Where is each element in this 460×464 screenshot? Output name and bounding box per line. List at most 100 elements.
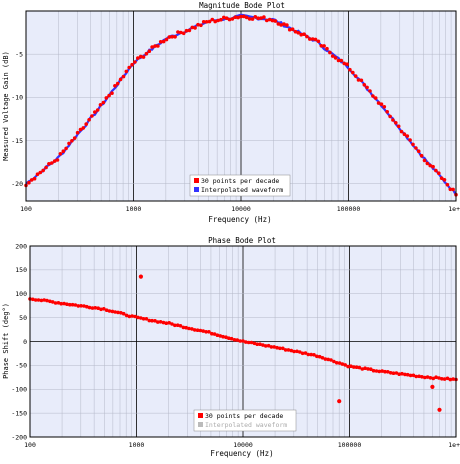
ph-data-point xyxy=(417,374,421,379)
ph-data-point xyxy=(298,350,302,354)
ph-data-point xyxy=(198,328,203,333)
ph-data-point xyxy=(451,377,456,381)
mag-data-point xyxy=(75,130,80,135)
mag-data-point xyxy=(362,83,367,87)
mag-data-point xyxy=(173,35,177,39)
ph-data-point xyxy=(360,367,365,371)
ph-y-tick-label: 100 xyxy=(15,290,27,298)
mag-data-point xyxy=(342,61,347,66)
ph-data-point xyxy=(266,343,271,348)
phase-y-ticks: 200 150 100 50 0 -50 -100 -150 -200 xyxy=(11,242,27,441)
ph-data-point xyxy=(102,307,106,311)
mag-data-point xyxy=(282,22,286,26)
ph-y-tick-label: -50 xyxy=(15,362,27,370)
ph-data-point xyxy=(306,352,311,357)
mag-data-point xyxy=(224,16,229,21)
mag-data-point xyxy=(141,55,146,59)
ph-data-point xyxy=(31,297,35,302)
mag-data-point xyxy=(405,134,410,138)
mag-data-point xyxy=(242,14,246,19)
ph-data-point xyxy=(337,361,342,365)
mag-data-point xyxy=(124,69,129,74)
ph-x-tick-label: 100 xyxy=(24,441,36,449)
magnitude-chart: Magnitude Bode Plot -5-10-15-20 100 1000 1… xyxy=(2,1,460,224)
mag-data-point xyxy=(239,14,243,19)
ph-data-point xyxy=(96,306,100,311)
ph-data-point xyxy=(383,369,387,374)
ph-data-point xyxy=(366,367,370,371)
ph-data-point xyxy=(113,310,117,314)
mag-data-point xyxy=(98,103,103,107)
ph-data-point xyxy=(258,342,262,347)
mag-data-point xyxy=(136,56,140,60)
mag-data-point xyxy=(158,40,163,44)
ph-data-point xyxy=(93,306,98,310)
mag-data-point xyxy=(41,168,45,173)
mag-data-point xyxy=(222,15,226,20)
ph-data-point xyxy=(349,364,353,369)
mag-data-point xyxy=(345,62,349,66)
ph-data-point xyxy=(352,365,356,369)
ph-data-point xyxy=(181,325,186,330)
mag-data-point xyxy=(442,178,447,182)
mag-data-point xyxy=(50,161,54,165)
ph-data-point xyxy=(121,311,126,316)
ph-data-point xyxy=(340,362,345,366)
mag-data-point xyxy=(210,17,215,22)
ph-data-point xyxy=(187,326,191,331)
mag-data-point xyxy=(371,94,375,98)
mag-data-point xyxy=(437,171,441,175)
mag-data-point xyxy=(265,18,269,23)
ph-data-point xyxy=(252,341,257,346)
mag-data-point xyxy=(110,91,114,95)
ph-data-point xyxy=(161,320,166,325)
phase-x-ticks: 100 1000 10000 100000 1e+ xyxy=(24,441,460,449)
ph-data-point xyxy=(153,319,157,323)
ph-data-point xyxy=(141,317,146,321)
mag-data-point xyxy=(130,62,134,67)
mag-data-point xyxy=(394,121,398,125)
ph-data-point xyxy=(221,334,225,339)
ph-data-point xyxy=(309,352,314,357)
mag-data-point xyxy=(402,132,407,136)
ph-data-point xyxy=(363,366,367,371)
magnitude-legend: 30 points per decade Interpolated wavefo… xyxy=(189,174,291,197)
ph-x-tick-label: 1e+ xyxy=(448,441,460,449)
ph-data-point xyxy=(39,298,44,303)
phase-legend: 30 points per decade Interpolated wavefo… xyxy=(193,409,297,432)
mag-data-point xyxy=(133,60,137,64)
mag-data-point xyxy=(213,19,217,24)
ph-data-point xyxy=(224,335,228,340)
phase-chart: Phase Bode Plot 200 150 100 50 0 -50 -100 -150 -… xyxy=(2,236,460,458)
ph-data-point xyxy=(388,371,393,375)
ph-data-point xyxy=(53,301,58,305)
ph-data-point xyxy=(408,373,413,378)
phase-legend-swatch-series-1 xyxy=(198,413,203,418)
ph-data-point xyxy=(210,331,214,336)
ph-data-point xyxy=(405,372,410,377)
ph-data-point xyxy=(207,330,211,334)
mag-data-point xyxy=(316,39,321,44)
mag-x-tick-label: 100 xyxy=(20,205,32,213)
mag-data-point xyxy=(153,44,157,48)
mag-data-point xyxy=(396,124,401,129)
mag-data-point xyxy=(319,44,324,48)
mag-data-point xyxy=(181,31,186,36)
mag-data-point xyxy=(296,31,301,35)
mag-y-tick-label: -5 xyxy=(15,50,23,58)
ph-data-point xyxy=(246,340,251,345)
ph-x-tick-label: 100000 xyxy=(338,441,362,449)
ph-data-point xyxy=(110,309,115,314)
mag-data-point xyxy=(230,17,235,21)
mag-data-point xyxy=(236,15,240,20)
magnitude-legend-box xyxy=(189,174,291,197)
mag-data-point xyxy=(32,176,37,181)
mag-data-point xyxy=(67,141,71,146)
ph-data-point xyxy=(127,314,132,319)
ph-data-point xyxy=(136,315,140,320)
ph-data-point xyxy=(227,336,231,341)
mag-x-tick-label: 1000 xyxy=(126,205,142,213)
ph-data-point xyxy=(292,349,296,354)
ph-y-tick-label: 150 xyxy=(15,266,27,274)
mag-data-point xyxy=(35,172,40,176)
